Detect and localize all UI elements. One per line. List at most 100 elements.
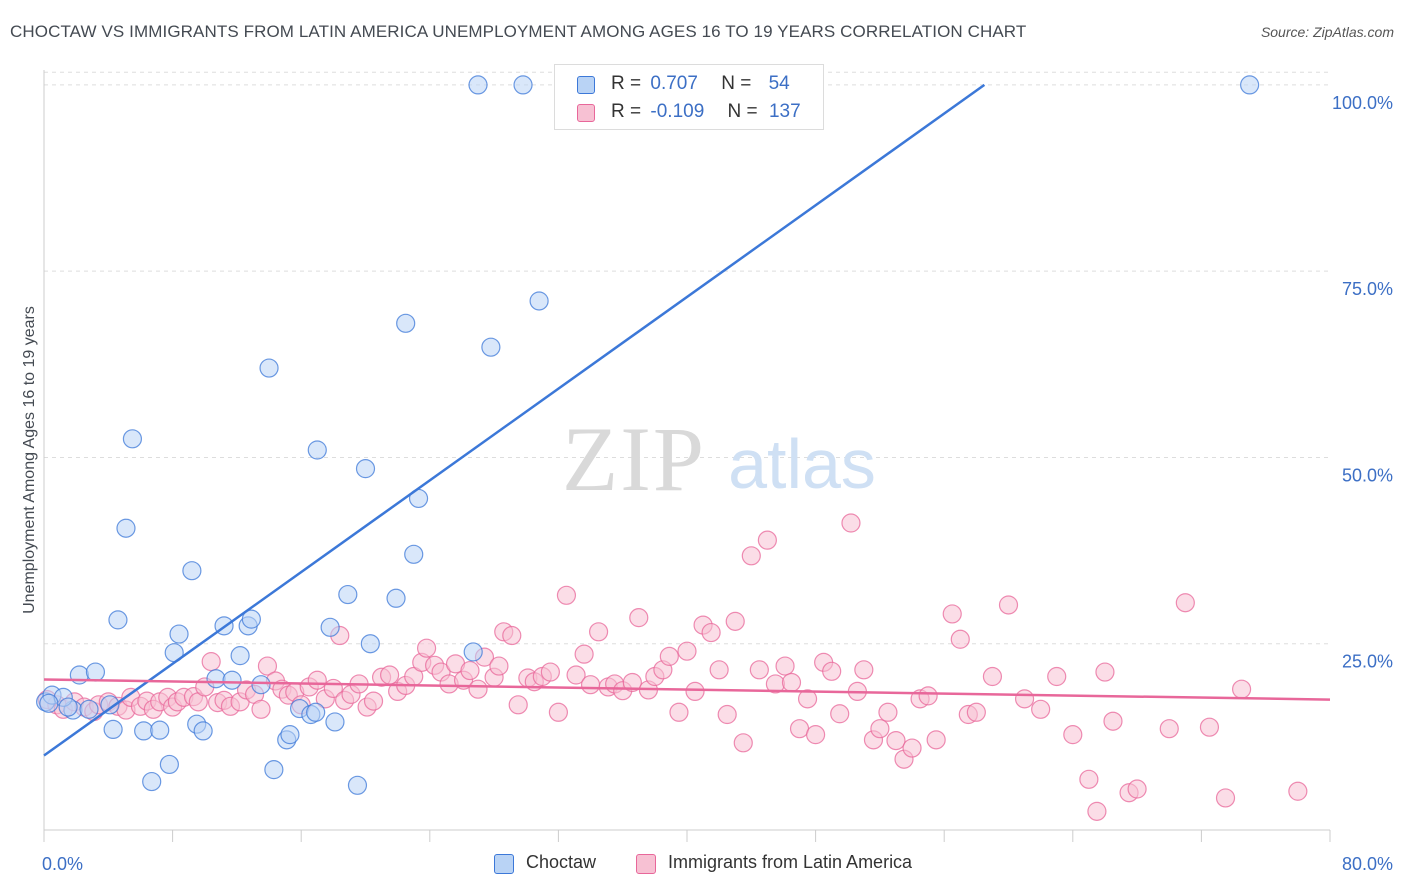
choctaw-point: [142, 771, 162, 792]
y-tick-label: 100.0%: [1332, 93, 1393, 113]
immigrants-point: [556, 585, 577, 605]
choctaw-point: [259, 358, 279, 378]
choctaw-trend-line: [43, 83, 986, 757]
watermark-atlas: atlas: [728, 425, 876, 503]
immigrants-point: [1199, 717, 1220, 737]
immigrants-point: [841, 513, 861, 533]
immigrants-point: [508, 695, 528, 715]
n-label: N =: [727, 101, 758, 122]
immigrants-point: [416, 638, 437, 658]
immigrants-point: [548, 702, 569, 722]
immigrants-point: [1087, 801, 1107, 821]
choctaw-point: [347, 775, 368, 795]
immigrants-legend-swatch: [636, 854, 656, 874]
immigrants-point: [1127, 779, 1147, 799]
immigrants-point: [926, 730, 946, 750]
immigrants-point: [822, 661, 842, 681]
choctaw-point: [206, 669, 226, 689]
y-tick-label: 25.0%: [1342, 652, 1393, 672]
choctaw-swatch: [577, 76, 595, 94]
immigrants-point: [540, 662, 560, 682]
legend-label-choctaw: Choctaw: [526, 852, 597, 872]
choctaw-point: [386, 588, 406, 608]
choctaw-point: [481, 337, 501, 357]
immigrants-point: [1103, 711, 1123, 731]
choctaw-point: [100, 695, 120, 715]
immigrants-point: [629, 608, 649, 628]
r-value: 0.707: [650, 73, 698, 94]
x-tick-label-max: 80.0%: [1342, 854, 1393, 874]
n-value: 137: [768, 101, 801, 122]
immigrants-point: [1063, 725, 1083, 745]
choctaw-point: [182, 561, 202, 581]
immigrants-point: [363, 691, 384, 711]
immigrants-point: [870, 719, 890, 739]
immigrants-point: [1288, 781, 1308, 801]
immigrants-point: [733, 733, 753, 753]
choctaw-point: [150, 720, 170, 740]
immigrants-point: [489, 656, 509, 676]
immigrants-point: [669, 702, 689, 722]
choctaw-point: [159, 754, 179, 775]
immigrants-point: [918, 686, 938, 706]
immigrants-point: [201, 652, 221, 672]
chart-title: CHOCTAW VS IMMIGRANTS FROM LATIN AMERICA…: [10, 22, 1027, 41]
choctaw-point: [122, 429, 143, 449]
immigrants-point: [775, 656, 795, 676]
immigrants-point: [854, 660, 874, 680]
immigrants-point: [677, 641, 697, 661]
n-label: N =: [721, 73, 752, 94]
choctaw-point: [85, 662, 106, 682]
choctaw-point: [280, 725, 300, 745]
choctaw-point: [529, 291, 549, 311]
choctaw-point: [306, 702, 326, 722]
grid-lines: [44, 71, 1330, 645]
choctaw-point: [396, 313, 416, 333]
immigrants-point: [757, 530, 777, 550]
choctaw-point: [58, 697, 78, 717]
immigrants-point: [701, 622, 721, 643]
immigrants-point: [1031, 699, 1051, 719]
choctaw-point: [307, 440, 327, 460]
trend-lines: [43, 83, 1331, 757]
immigrants-point: [1079, 769, 1099, 789]
series-legend: Choctaw Immigrants from Latin America: [0, 852, 1406, 878]
immigrants-point: [251, 699, 271, 719]
immigrants-point: [781, 672, 802, 693]
x-tick-label-min: 0.0%: [42, 854, 83, 874]
correlation-legend: R = 0.707 N = 54 R = -0.109 N = 137: [554, 64, 824, 130]
immigrants-point: [468, 679, 488, 699]
n-value: 54: [768, 73, 790, 94]
r-value: -0.109: [650, 101, 705, 122]
immigrants-point: [502, 625, 522, 646]
choctaw-point: [39, 693, 59, 713]
immigrants-point: [998, 595, 1019, 615]
immigrants-point: [878, 702, 898, 722]
choctaw-point: [230, 646, 250, 666]
y-tick-label: 50.0%: [1342, 465, 1393, 485]
immigrants-point: [982, 666, 1003, 687]
choctaw-point: [193, 721, 213, 741]
immigrants-point: [902, 738, 922, 758]
choctaw-legend-swatch: [494, 854, 514, 874]
immigrants-point: [1215, 788, 1236, 808]
choctaw-point: [338, 584, 358, 605]
immigrants-point: [741, 546, 761, 566]
y-tick-label: 75.0%: [1342, 279, 1393, 299]
watermark: ZIP atlas: [562, 408, 876, 510]
choctaw-point: [513, 75, 533, 95]
legend-label-immigrants: Immigrants from Latin America: [668, 852, 913, 872]
choctaw-point: [325, 712, 345, 732]
immigrants-point: [580, 675, 601, 695]
choctaw-point: [355, 459, 376, 479]
series-immigrants-points: [37, 513, 1308, 821]
immigrants-trend-line: [43, 678, 1331, 701]
r-label: R =: [611, 73, 642, 94]
immigrants-point: [1231, 679, 1252, 699]
immigrants-point: [830, 704, 850, 724]
immigrants-swatch: [577, 104, 595, 122]
choctaw-point: [320, 617, 340, 637]
immigrants-point: [685, 681, 705, 702]
immigrants-point: [588, 622, 609, 642]
choctaw-point: [360, 634, 380, 654]
